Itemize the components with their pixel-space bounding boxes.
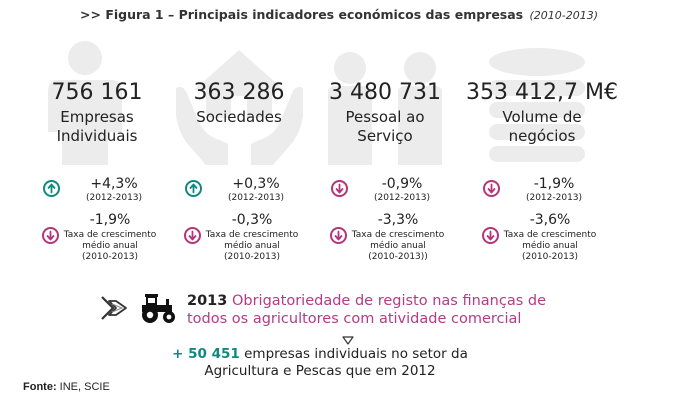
- change-period: (2012-2013): [525, 193, 583, 203]
- avg-description: Taxa de crescimento médio anual (2010-20…: [205, 230, 299, 262]
- indicator-value: 3 480 731: [329, 80, 441, 105]
- arrow-up-icon: [43, 180, 60, 197]
- title-years: (2010-2013): [529, 9, 599, 22]
- change-period: (2012-2013): [85, 193, 143, 203]
- title-text: Figura 1 – Principais indicadores económ…: [105, 7, 524, 22]
- avg-description: Taxa de crescimento médio anual (2010-20…: [503, 230, 597, 262]
- indicator-value: 363 286: [193, 80, 285, 105]
- arrow-down-icon: [482, 227, 499, 244]
- person-icon: [30, 40, 165, 165]
- indicator-label: Sociedades: [196, 108, 282, 126]
- arrow-down-icon: [331, 180, 348, 197]
- avg-description: Taxa de crescimento médio anual (2010-20…: [351, 230, 445, 262]
- title-prefix: >>: [80, 7, 101, 22]
- indicator-label: Empresas Individuais: [56, 108, 138, 145]
- people-icon: [318, 40, 453, 165]
- change-pct: +4,3%: [90, 176, 138, 192]
- tractor-icon: [140, 292, 178, 324]
- indicator-value: 353 412,7 M€: [466, 80, 618, 105]
- agriculture-note: + 50 451 empresas individuais no setor d…: [140, 346, 500, 380]
- source-label: Fonte:: [23, 381, 57, 393]
- indicator-volume-negocios: 353 412,7 M€ Volume de negócios -1,9% (2…: [462, 0, 627, 280]
- arrow-down-icon: [42, 227, 59, 244]
- change-period: (2012-2013): [373, 193, 431, 203]
- avg-pct: -3,3%: [377, 212, 419, 228]
- indicator-pessoal: 3 480 731 Pessoal ao Serviço -0,9% (2012…: [310, 0, 460, 280]
- change-pct: -1,9%: [533, 176, 575, 192]
- highlight-line1: Obrigatoriedade de registo nas finanças …: [231, 293, 546, 309]
- house-hands-icon: [172, 40, 307, 165]
- highlight-year: 2013: [187, 293, 228, 309]
- arrow-down-icon: [483, 180, 500, 197]
- avg-pct: -1,9%: [89, 212, 131, 228]
- highlight-line2: todos os agricultores com atividade come…: [187, 311, 522, 327]
- arrow-up-icon: [185, 180, 202, 197]
- note-line1: empresas individuais no setor da: [244, 346, 468, 362]
- change-pct: -0,9%: [381, 176, 423, 192]
- change-period: (2012-2013): [227, 193, 285, 203]
- indicator-empresas-individuais: 756 161 Empresas Individuais +4,3% (2012…: [22, 0, 172, 280]
- indicator-label: Volume de negócios: [502, 108, 582, 145]
- highlight-statement: 2013 Obrigatoriedade de registo nas fina…: [187, 292, 546, 328]
- arrow-down-icon: [184, 227, 201, 244]
- forward-arrow-icon: [100, 293, 130, 323]
- indicator-value: 756 161: [51, 80, 143, 105]
- avg-pct: -0,3%: [231, 212, 273, 228]
- change-pct: +0,3%: [232, 176, 280, 192]
- coins-icon: [470, 40, 605, 165]
- source-text: INE, SCIE: [59, 381, 110, 393]
- figure-title: >> Figura 1 – Principais indicadores eco…: [80, 7, 598, 22]
- avg-description: Taxa de crescimento médio anual (2010-20…: [63, 230, 157, 262]
- note-line2: Agricultura e Pescas que em 2012: [204, 363, 436, 379]
- indicator-sociedades: 363 286 Sociedades +0,3% (2012-2013) -0,…: [164, 0, 314, 280]
- note-number: + 50 451: [172, 346, 240, 362]
- indicator-label: Pessoal ao Serviço: [345, 108, 425, 145]
- source-note: Fonte: INE, SCIE: [23, 381, 110, 393]
- down-triangle-icon: [342, 330, 354, 345]
- avg-pct: -3,6%: [529, 212, 571, 228]
- arrow-down-icon: [330, 227, 347, 244]
